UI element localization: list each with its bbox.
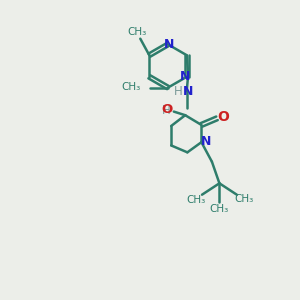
Text: N: N [180, 70, 191, 83]
Text: CH₃: CH₃ [234, 194, 254, 204]
Text: O: O [161, 103, 172, 116]
Text: N: N [183, 85, 194, 98]
Text: H: H [174, 85, 183, 98]
Text: N: N [201, 135, 212, 148]
Text: O: O [217, 110, 229, 124]
Text: CH₃: CH₃ [186, 195, 206, 205]
Text: CH₃: CH₃ [121, 82, 140, 92]
Text: CH₃: CH₃ [127, 27, 146, 37]
Text: N: N [164, 38, 174, 51]
Text: H: H [162, 103, 171, 117]
Text: CH₃: CH₃ [210, 204, 229, 214]
